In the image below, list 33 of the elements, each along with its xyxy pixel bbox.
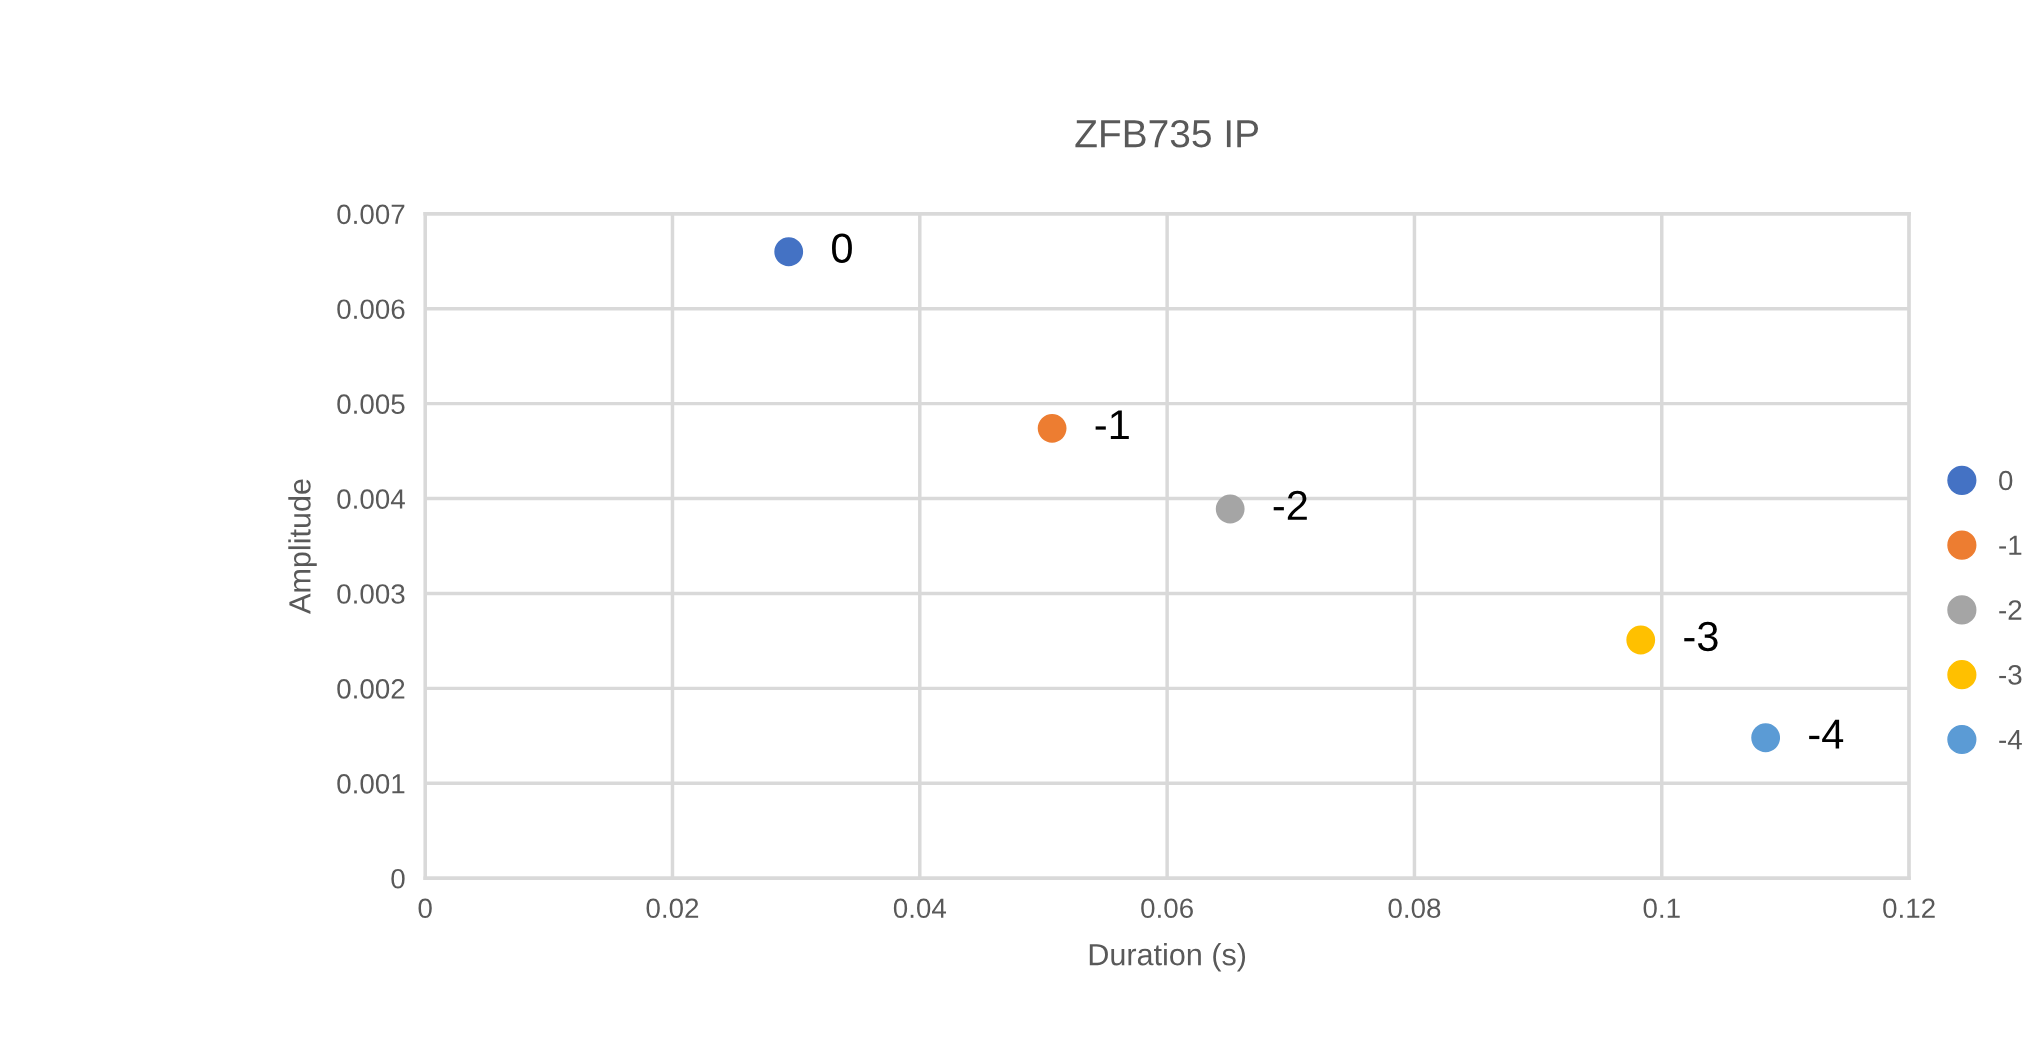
y-tick-label: 0.004 — [337, 489, 405, 509]
legend-label: 0 — [1999, 470, 2013, 491]
y-tick-label: 0.006 — [337, 299, 405, 320]
point — [1215, 494, 1245, 524]
point — [1626, 625, 1656, 655]
chart-title: ZFB735 IP — [1075, 119, 1259, 148]
x-tick-label: 0.1 — [1643, 898, 1680, 919]
x-tick-label: 0.02 — [646, 898, 699, 919]
y-tick-label: 0.002 — [337, 679, 405, 699]
x-tick-label: 0.04 — [893, 898, 947, 919]
y-tick-label: 0.007 — [337, 204, 405, 225]
x-tick-label: 0.06 — [1141, 898, 1193, 919]
y-tick-label: 0.003 — [337, 584, 405, 604]
text: -4 — [1809, 719, 1844, 749]
y-axis-title: Amplitude — [288, 479, 317, 614]
point — [1751, 723, 1781, 753]
legend-label: -2 — [1999, 600, 2022, 620]
x-tick-label: 0.12 — [1883, 898, 1935, 919]
legend-label: -3 — [1999, 665, 2022, 685]
x-tick-label: 0.08 — [1388, 898, 1441, 919]
legend-label: -4 — [1999, 730, 2022, 750]
x-axis-title: Duration (s) — [1089, 943, 1246, 972]
y-tick-label: 0 — [391, 868, 405, 889]
x-tick-label: 0 — [418, 898, 432, 919]
point — [774, 237, 804, 267]
text: -3 — [1684, 621, 1718, 652]
legend-label: -1 — [1999, 535, 2022, 555]
text: -1 — [1095, 410, 1129, 440]
y-tick-label: 0.005 — [337, 394, 405, 414]
y-tick-label: 0.001 — [337, 773, 405, 794]
text: -2 — [1273, 490, 1307, 520]
point — [1037, 413, 1067, 443]
text: 0 — [832, 233, 852, 263]
